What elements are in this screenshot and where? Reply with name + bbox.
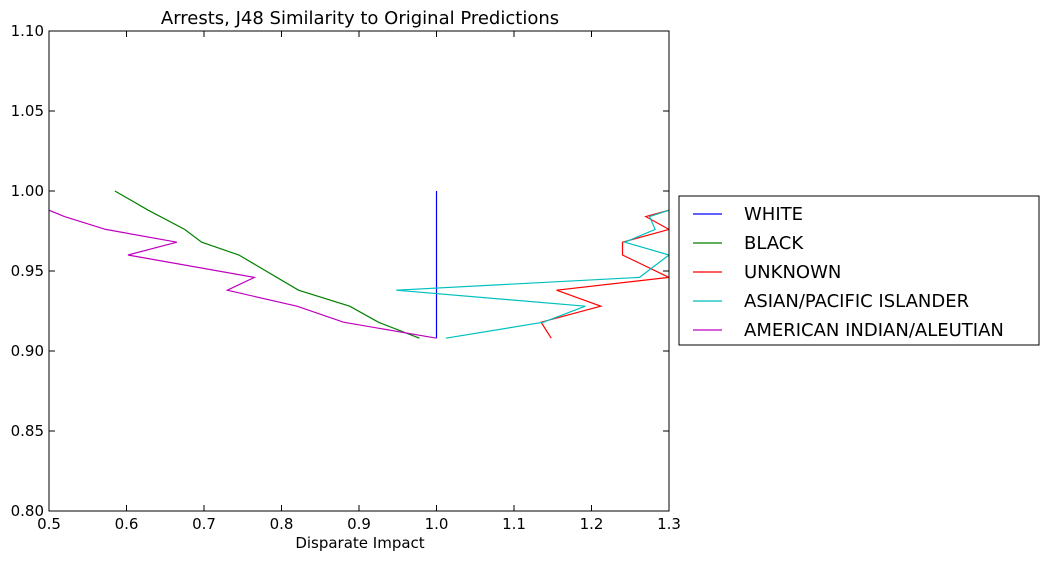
- x-tick-label: 1.0: [425, 515, 449, 533]
- y-axis: 0.80 0.85 0.90 0.95 1.00 1.05 1.10: [11, 22, 669, 520]
- x-tick-label: 1.2: [580, 515, 604, 533]
- legend-label-1: BLACK: [744, 233, 804, 254]
- series-line-3: [396, 209, 669, 339]
- y-tick-label: 1.10: [11, 22, 44, 40]
- y-tick-label: 1.00: [11, 182, 44, 200]
- x-tick-label: 1.1: [502, 515, 526, 533]
- legend: WHITE BLACK UNKNOWN ASIAN/PACIFIC ISLANDER A…: [678, 195, 1040, 346]
- x-axis: 0.5 0.6 0.7 0.8 0.9 1.0 1.1 1.2 1.3: [37, 31, 681, 533]
- legend-label-3: ASIAN/PACIFIC ISLANDER: [744, 291, 969, 312]
- plot-area: [48, 30, 670, 512]
- series-line-2: [540, 209, 669, 339]
- y-tick-label: 1.05: [11, 102, 44, 120]
- x-tick-label: 0.5: [37, 515, 61, 533]
- legend-label-2: UNKNOWN: [744, 262, 841, 283]
- x-tick-label: 0.7: [192, 515, 216, 533]
- legend-frame: [678, 195, 1040, 346]
- series-line-4: [49, 209, 437, 339]
- x-tick-label: 1.3: [657, 515, 681, 533]
- chart-title: Arrests, J48 Similarity to Original Pred…: [161, 8, 559, 29]
- x-tick-label: 0.9: [347, 515, 371, 533]
- x-tick-label: 0.8: [270, 515, 294, 533]
- y-tick-label: 0.85: [11, 422, 44, 440]
- y-tick-label: 0.90: [11, 342, 44, 360]
- x-tick-label: 0.6: [115, 515, 139, 533]
- legend-items: WHITE BLACK UNKNOWN ASIAN/PACIFIC ISLANDER A…: [693, 204, 1004, 341]
- y-tick-label: 0.95: [11, 262, 44, 280]
- legend-label-4: AMERICAN INDIAN/ALEUTIAN: [744, 320, 1004, 341]
- plot-frame: [48, 30, 670, 512]
- legend-label-0: WHITE: [744, 204, 803, 225]
- y-tick-label: 0.80: [11, 502, 44, 520]
- x-axis-label: Disparate Impact: [295, 534, 424, 552]
- series-line-1: [114, 190, 420, 339]
- series-lines: [49, 190, 669, 339]
